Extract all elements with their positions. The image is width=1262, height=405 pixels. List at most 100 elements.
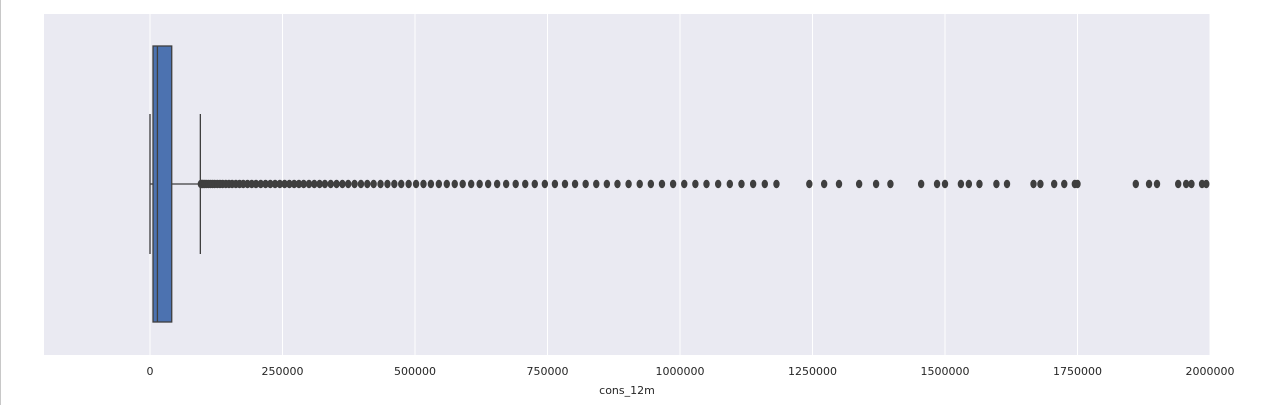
x-tick-label: 1750000 xyxy=(1053,365,1102,378)
outlier-point xyxy=(593,179,600,189)
outlier-point xyxy=(420,179,427,189)
outlier-point xyxy=(703,179,710,189)
outlier-point xyxy=(855,179,863,189)
outlier-point xyxy=(459,179,466,189)
outlier-point xyxy=(965,179,973,189)
x-tick-label: 2000000 xyxy=(1186,365,1235,378)
outlier-point xyxy=(451,179,458,189)
outlier-point xyxy=(502,179,510,189)
x-tick-label: 250000 xyxy=(262,365,304,378)
outlier-point xyxy=(835,179,843,189)
outlier-point xyxy=(522,179,529,189)
outlier-point xyxy=(1030,179,1037,189)
outlier-point xyxy=(941,179,949,189)
outlier-point xyxy=(551,179,559,189)
outlier-point xyxy=(257,179,264,189)
outlier-point xyxy=(405,179,412,189)
outlier-point xyxy=(571,179,579,189)
outlier-point xyxy=(1188,179,1195,189)
x-axis-ticks: 0 250000 500000 750000 1000000 1250000 1500000… xyxy=(147,365,1235,378)
outlier-point xyxy=(252,179,260,189)
outlier-point xyxy=(316,179,323,189)
outlier-point xyxy=(435,179,443,189)
outlier-point xyxy=(476,179,483,189)
outlier-point xyxy=(1203,179,1210,189)
x-tick-label: 1500000 xyxy=(921,365,970,378)
outlier-point xyxy=(820,179,828,189)
outlier-point xyxy=(1145,179,1153,189)
outlier-point xyxy=(773,179,780,189)
x-tick-label: 1250000 xyxy=(788,365,837,378)
outlier-point xyxy=(692,179,699,189)
outlier-point xyxy=(872,179,880,189)
outlier-point xyxy=(357,179,365,189)
outlier-point xyxy=(957,179,965,189)
outlier-point xyxy=(262,179,269,189)
outlier-point xyxy=(749,179,757,189)
outlier-point xyxy=(384,179,391,189)
iqr-box xyxy=(152,45,173,323)
outlier-point xyxy=(443,179,450,189)
outlier-point xyxy=(541,179,549,189)
outlier-point xyxy=(647,179,655,189)
outlier-point xyxy=(582,179,589,189)
outlier-point xyxy=(1050,179,1058,189)
outlier-point xyxy=(281,179,288,189)
outlier-point xyxy=(603,179,611,189)
outlier-point xyxy=(512,179,519,189)
outlier-point xyxy=(636,179,643,189)
outlier-point xyxy=(726,179,734,189)
x-axis-label: cons_12m xyxy=(599,384,655,397)
outlier-point xyxy=(327,179,334,189)
outlier-point xyxy=(976,179,983,189)
outlier-point xyxy=(370,179,377,189)
outlier-point xyxy=(561,179,569,189)
outlier-point xyxy=(333,179,340,189)
outlier-point xyxy=(271,179,279,189)
outlier-point xyxy=(658,179,666,189)
outlier-point xyxy=(1003,179,1011,189)
outlier-point xyxy=(738,179,745,189)
x-tick-label: 500000 xyxy=(394,365,436,378)
outlier-point xyxy=(311,179,318,189)
outlier-point xyxy=(276,179,284,189)
x-tick-label: 0 xyxy=(147,365,154,378)
outlier-point xyxy=(1182,179,1190,189)
outlier-point xyxy=(714,179,722,189)
outlier-point xyxy=(531,179,538,189)
outlier-point xyxy=(377,179,384,189)
outlier-point xyxy=(625,179,632,189)
outlier-point xyxy=(295,179,303,189)
x-tick-label: 750000 xyxy=(527,365,569,378)
outlier-point xyxy=(267,179,274,189)
outlier-point xyxy=(484,179,492,189)
x-tick-label: 1000000 xyxy=(656,365,705,378)
outlier-point xyxy=(493,179,501,189)
outlier-point xyxy=(290,179,298,189)
outlier-point xyxy=(427,179,435,189)
outlier-point xyxy=(412,179,420,189)
outlier-point xyxy=(917,179,925,189)
outlier-point xyxy=(300,179,307,189)
outlier-point xyxy=(614,179,621,189)
outlier-point xyxy=(345,179,352,189)
outlier-point xyxy=(1175,179,1182,189)
box-and-whiskers xyxy=(149,45,202,323)
outlier-point xyxy=(391,179,398,189)
outlier-point xyxy=(398,179,405,189)
left-panel-border xyxy=(0,0,1,405)
outlier-point xyxy=(761,179,768,189)
outlier-point xyxy=(351,179,358,189)
outlier-point xyxy=(933,179,941,189)
outlier-point xyxy=(1153,179,1161,189)
outlier-point xyxy=(1132,179,1140,189)
outlier-point xyxy=(339,179,346,189)
outlier-point xyxy=(364,179,371,189)
outlier-point xyxy=(887,179,894,189)
outlier-point xyxy=(669,179,677,189)
outlier-point xyxy=(993,179,1000,189)
outlier-point xyxy=(321,179,329,189)
outlier-point xyxy=(467,179,475,189)
outlier-point xyxy=(1074,179,1081,189)
